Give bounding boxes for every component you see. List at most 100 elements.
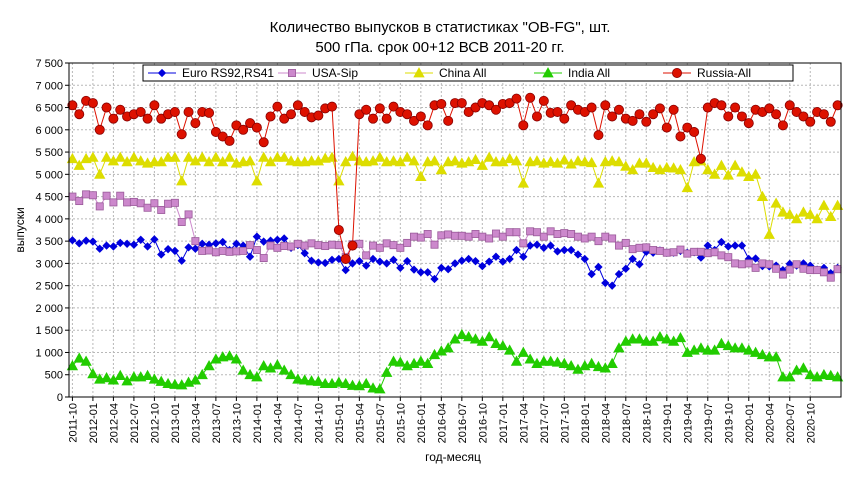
data-point (580, 254, 589, 264)
data-point (75, 197, 84, 206)
data-point (525, 92, 536, 103)
data-point (606, 357, 618, 369)
data-point (176, 175, 188, 186)
series-usa-sip (68, 190, 842, 282)
data-point (100, 372, 113, 383)
data-point (538, 355, 550, 366)
data-point (626, 164, 639, 175)
data-point (634, 109, 645, 120)
data-point (382, 259, 391, 268)
data-point (703, 241, 712, 250)
x-tick-label: 2019-10 (723, 403, 735, 443)
data-point (232, 247, 241, 256)
data-point (531, 155, 543, 166)
data-point (415, 170, 427, 181)
data-point (162, 377, 174, 389)
data-point (608, 234, 617, 243)
data-point (560, 229, 569, 238)
data-point (108, 113, 119, 124)
data-point (94, 124, 105, 135)
data-point (75, 239, 84, 248)
data-point (737, 260, 746, 269)
data-point (574, 232, 582, 241)
data-point (526, 227, 535, 236)
data-point (484, 257, 494, 266)
data-point (519, 239, 528, 248)
data-point (340, 253, 351, 264)
data-point (333, 224, 344, 235)
data-point (655, 246, 664, 255)
x-tick-label: 2017-07 (539, 403, 551, 443)
series-india-all (66, 328, 844, 394)
data-point (157, 205, 166, 214)
data-point (560, 245, 569, 255)
data-point (831, 199, 844, 210)
data-point (717, 237, 726, 247)
data-point (196, 151, 208, 162)
data-point (271, 151, 284, 162)
data-point (128, 151, 140, 162)
data-point (744, 259, 753, 268)
data-point (751, 254, 760, 263)
data-point (702, 344, 714, 355)
x-tick-label: 2019-04 (682, 403, 694, 443)
data-point (326, 151, 338, 162)
data-point (654, 103, 665, 114)
legend-label: Euro RS92,RS41 (182, 66, 274, 80)
data-point (553, 247, 562, 256)
data-point (490, 337, 502, 348)
data-point (633, 333, 646, 344)
data-point (825, 116, 836, 127)
data-point (443, 115, 454, 126)
data-point (300, 248, 309, 258)
data-point (689, 127, 700, 138)
data-point (239, 246, 248, 255)
data-point (293, 239, 302, 248)
data-point (191, 244, 200, 253)
data-point (169, 378, 181, 389)
legend-item: India All (534, 66, 610, 80)
data-point (170, 198, 179, 207)
x-tick-label: 2016-07 (457, 403, 469, 443)
data-point (503, 344, 516, 355)
y-tick-label: 1 500 (35, 325, 63, 337)
data-point (299, 106, 310, 117)
data-point (756, 190, 769, 202)
data-point (162, 151, 174, 162)
data-point (538, 95, 549, 106)
data-point (585, 357, 598, 369)
data-point (129, 240, 139, 249)
data-point (715, 159, 728, 170)
data-point (724, 242, 733, 251)
data-point (148, 373, 161, 384)
data-point (136, 199, 145, 208)
data-point (635, 243, 644, 252)
x-axis-label: год-месяц (425, 450, 481, 464)
data-point (690, 247, 699, 256)
data-point (818, 109, 829, 120)
x-tick-label: 2012-07 (129, 403, 141, 443)
x-tick-label: 2020-07 (785, 403, 797, 443)
data-point (451, 231, 459, 240)
data-point (129, 197, 138, 206)
chart-title: Количество выпусков в статистиках "OB-FG… (270, 19, 611, 36)
data-point (68, 192, 77, 201)
data-point (756, 348, 769, 360)
y-axis-label: выпуски (13, 207, 27, 252)
data-point (122, 239, 132, 248)
data-point (374, 383, 386, 394)
x-tick-label: 2016-10 (477, 403, 489, 443)
data-point (403, 257, 412, 266)
data-point (730, 241, 740, 250)
x-tick-label: 2017-01 (498, 403, 510, 443)
data-point (280, 234, 289, 243)
data-point (334, 241, 343, 250)
data-point (661, 333, 673, 344)
data-point (421, 357, 434, 369)
data-point (722, 169, 734, 180)
data-point (136, 235, 145, 244)
data-point (469, 153, 482, 165)
data-point (708, 168, 721, 179)
data-point (464, 254, 473, 264)
data-point (708, 344, 721, 355)
